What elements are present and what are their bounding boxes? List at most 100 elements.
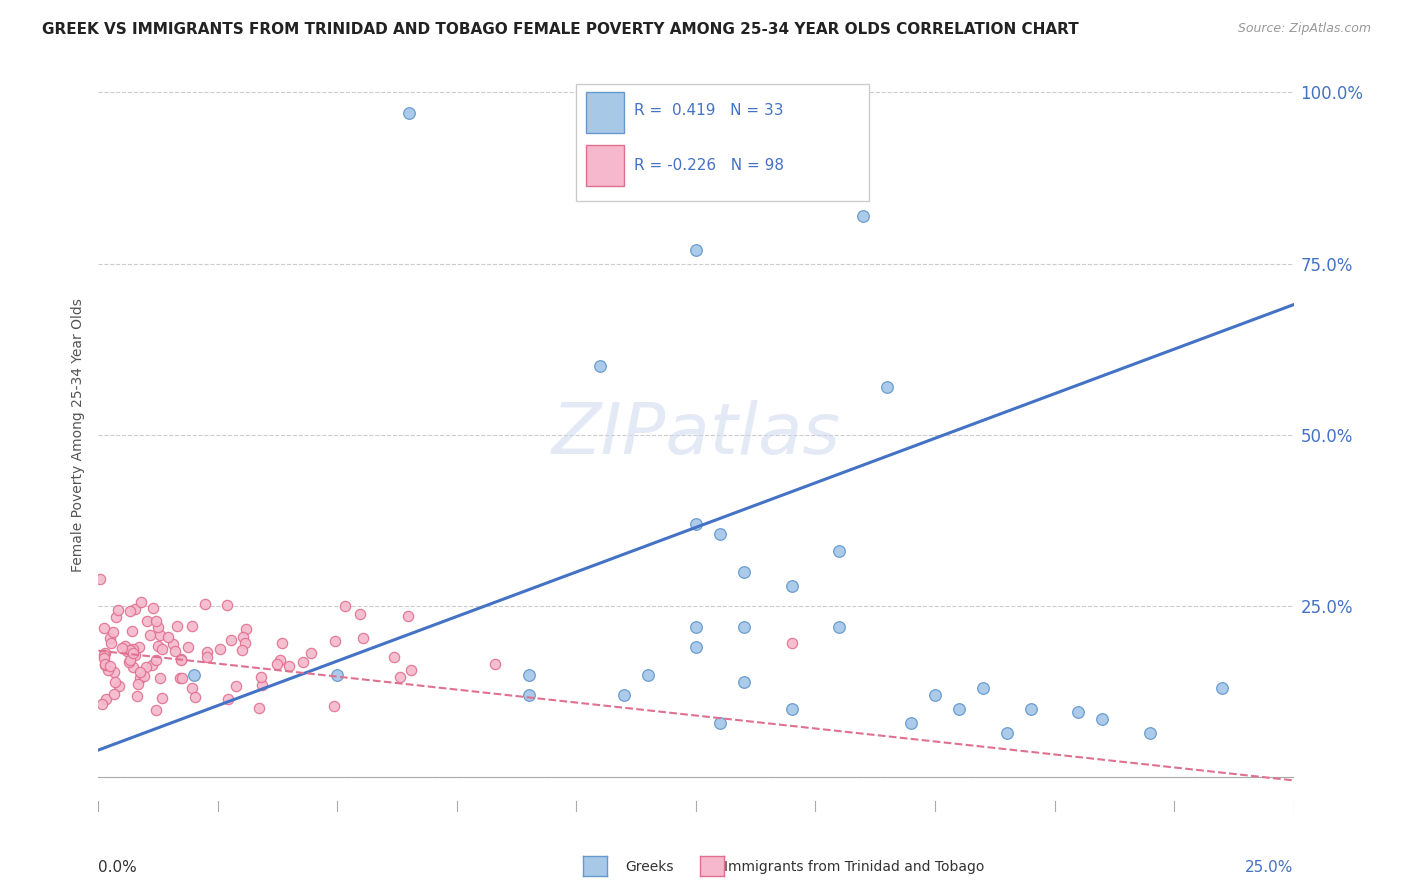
Point (97, 663, 120, 677)
Point (111, 641, 134, 656)
Point (195, 645, 218, 659)
Point (156, 630, 179, 644)
Point (924, 688, 946, 702)
Point (100, 636, 122, 650)
Y-axis label: Female Poverty Among 25-34 Year Olds: Female Poverty Among 25-34 Year Olds (70, 298, 84, 572)
Point (124, 602, 146, 616)
Point (1139, 726, 1161, 740)
Point (271, 636, 294, 650)
Point (269, 653, 291, 667)
Point (733, 565, 755, 579)
Point (637, 667, 659, 681)
Point (118, 655, 141, 669)
Text: ZIPatlas: ZIPatlas (551, 401, 841, 469)
Point (225, 679, 247, 693)
Point (121, 624, 143, 639)
Point (780, 636, 803, 650)
Point (149, 627, 172, 641)
Point (89, 572, 111, 586)
Point (852, 209, 875, 223)
Point (685, 243, 707, 257)
Point (389, 670, 412, 684)
Point (292, 655, 315, 669)
Point (138, 627, 160, 641)
Point (194, 597, 217, 611)
Point (247, 700, 270, 714)
Point (127, 676, 149, 690)
Point (972, 681, 994, 696)
Point (266, 657, 288, 671)
Point (1067, 706, 1090, 720)
Point (169, 671, 191, 685)
Point (326, 667, 349, 681)
Point (685, 516, 707, 531)
FancyBboxPatch shape (586, 145, 624, 186)
Point (145, 652, 167, 666)
Text: GREEK VS IMMIGRANTS FROM TRINIDAD AND TOBAGO FEMALE POVERTY AMONG 25-34 YEAR OLD: GREEK VS IMMIGRANTS FROM TRINIDAD AND TO… (42, 22, 1078, 37)
Point (828, 544, 851, 558)
Text: Source: ZipAtlas.com: Source: ZipAtlas.com (1237, 22, 1371, 36)
Point (142, 601, 165, 615)
Point (128, 640, 150, 654)
Point (91, 697, 114, 711)
Point (124, 648, 146, 662)
Point (517, 688, 540, 702)
Text: Greeks: Greeks (626, 860, 673, 874)
Point (250, 677, 273, 691)
Point (150, 642, 173, 657)
Point (995, 726, 1018, 740)
Point (231, 642, 253, 657)
Point (235, 622, 257, 636)
Point (163, 644, 186, 658)
Point (134, 669, 156, 683)
Point (93, 648, 115, 662)
Point (401, 663, 423, 677)
Point (94, 658, 117, 673)
Text: Immigrants from Trinidad and Tobago: Immigrants from Trinidad and Tobago (724, 860, 984, 874)
Point (150, 691, 173, 706)
Point (218, 692, 240, 706)
Point (117, 644, 139, 658)
Point (685, 620, 707, 634)
Point (828, 620, 851, 634)
Point (215, 599, 238, 613)
FancyBboxPatch shape (576, 85, 869, 202)
Point (335, 599, 357, 613)
Point (120, 604, 142, 618)
Point (352, 631, 374, 645)
Point (145, 614, 167, 628)
Point (1091, 712, 1114, 726)
Point (613, 688, 636, 702)
Point (93, 646, 115, 660)
Point (1211, 681, 1233, 696)
Point (129, 595, 152, 609)
Point (709, 527, 731, 541)
Point (122, 646, 145, 660)
Point (94, 657, 117, 671)
Point (121, 642, 143, 657)
Point (104, 610, 127, 624)
Point (169, 653, 191, 667)
Point (98, 658, 121, 673)
Point (107, 603, 129, 617)
Point (299, 646, 322, 660)
Point (184, 690, 207, 704)
Point (398, 105, 420, 120)
Point (127, 689, 149, 703)
Point (149, 671, 172, 685)
Point (122, 659, 145, 673)
Point (93, 621, 115, 635)
Point (323, 699, 346, 714)
Point (141, 657, 163, 672)
Text: 25.0%: 25.0% (1246, 860, 1294, 875)
Point (103, 665, 125, 679)
Point (129, 671, 152, 685)
Point (103, 687, 125, 701)
Point (94, 692, 117, 706)
Point (733, 620, 755, 634)
Point (101, 625, 124, 640)
Point (118, 643, 141, 657)
Point (181, 681, 204, 695)
Text: R = -0.226   N = 98: R = -0.226 N = 98 (634, 158, 783, 173)
Point (278, 659, 301, 673)
